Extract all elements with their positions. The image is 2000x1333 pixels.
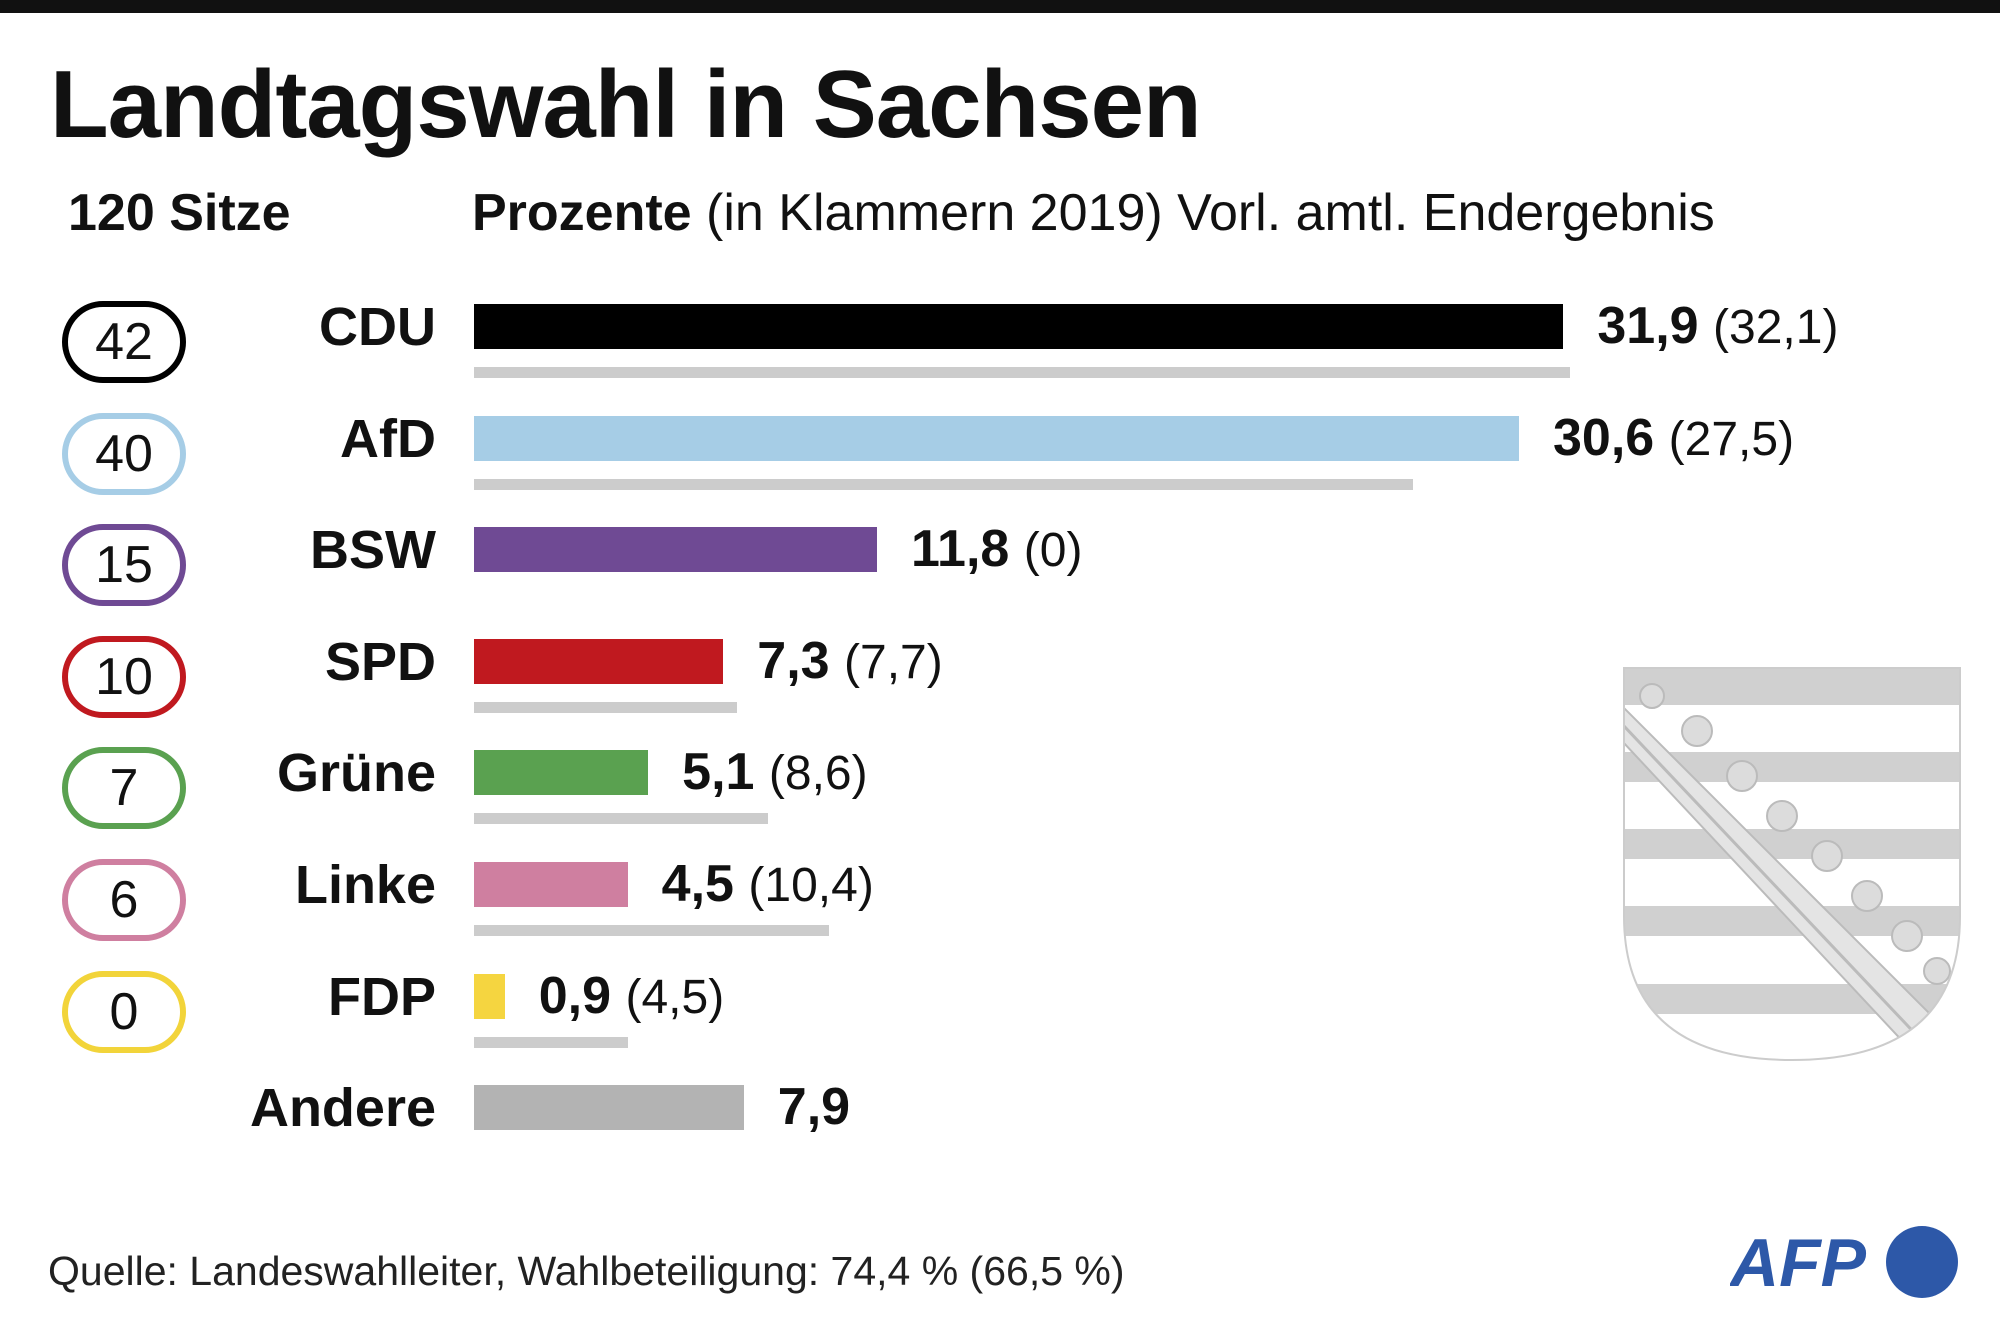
bar-2019: [474, 925, 830, 936]
value-label: 4,5 (10,4): [662, 854, 874, 914]
bar-2024: [474, 415, 1519, 461]
value-label: 7,3 (7,7): [757, 631, 942, 691]
value-2019: (10,4): [748, 859, 874, 912]
bar-row-afd: 40 AfD 30,6 (27,5): [0, 409, 2000, 528]
bar-2019: [474, 701, 737, 713]
bar-2024: [474, 304, 1564, 349]
value-2024: 7,9: [777, 1078, 851, 1137]
seat-count-badge: 15: [62, 524, 186, 607]
party-label: Linke: [294, 855, 436, 915]
party-label: FDP: [328, 966, 436, 1027]
saxony-coat-of-arms-icon: [1623, 667, 1961, 1062]
party-label: BSW: [310, 520, 436, 581]
value-label: 0,9 (4,5): [539, 966, 724, 1026]
value-2024: 30,6: [1552, 408, 1655, 467]
value-label: 30,6 (27,5): [1553, 408, 1794, 468]
bar-2024: [474, 1085, 744, 1131]
value-label: 11,8 (0): [911, 519, 1082, 579]
value-2019: (8,6): [768, 747, 868, 801]
value-2024: 7,3: [757, 631, 830, 690]
subtitle-bold: Prozente: [472, 184, 692, 242]
afp-logo-dot: [1886, 1226, 1958, 1298]
bar-2019: [474, 367, 1571, 378]
seat-count-badge: 6: [62, 859, 186, 941]
bar-2019: [474, 813, 768, 825]
bar-2024: [474, 750, 649, 796]
value-2024: 5,1: [682, 743, 755, 802]
seat-count-badge: 40: [62, 412, 186, 495]
chart-title: Landtagswahl in Sachsen: [50, 51, 1202, 158]
bar-row-andere: Andere 7,9: [0, 1078, 2000, 1197]
party-label: CDU: [319, 297, 436, 357]
value-2019: (7,7): [844, 635, 943, 689]
top-rule: [0, 0, 2000, 13]
bar-row-fdp: 0 FDP 0,9 (4,5): [0, 967, 2000, 1086]
seat-count-badge: 42: [62, 301, 186, 383]
value-2024: 31,9: [1597, 297, 1699, 355]
value-label: 31,9 (32,1): [1597, 296, 1838, 356]
bar-2019: [474, 1036, 628, 1048]
bar-row-bsw: 15 BSW 11,8 (0): [0, 520, 2000, 639]
party-label: AfD: [340, 408, 436, 469]
value-2024: 4,5: [661, 855, 734, 913]
seat-count-badge: 0: [62, 970, 186, 1053]
bar-row-grüne: 7 Grüne 5,1 (8,6): [0, 743, 2000, 862]
value-label: 5,1 (8,6): [682, 742, 867, 802]
bar-2019: [474, 478, 1414, 490]
value-2019: (27,5): [1668, 412, 1795, 466]
value-2024: 0,9: [538, 966, 612, 1025]
subtitle: Prozente (in Klammern 2019) Vorl. amtl. …: [472, 183, 1715, 243]
afp-logo: AFP: [1730, 1225, 1958, 1300]
afp-logo-text: AFP: [1730, 1225, 1867, 1300]
value-2019: (0): [1023, 524, 1083, 578]
bar-2024: [474, 973, 505, 1019]
seat-count-badge: 7: [62, 747, 186, 830]
value-2019: (4,5): [625, 970, 725, 1024]
value-2019: (32,1): [1713, 301, 1839, 354]
subtitle-rest: (in Klammern 2019) Vorl. amtl. Endergebn…: [691, 184, 1715, 242]
party-label: Andere: [249, 1078, 436, 1139]
bar-row-spd: 10 SPD 7,3 (7,7): [0, 632, 2000, 751]
bar-2024: [474, 862, 628, 907]
bar-row-linke: 6 Linke 4,5 (10,4): [0, 855, 2000, 974]
party-label: SPD: [324, 631, 436, 692]
source-footer: Quelle: Landeswahlleiter, Wahlbeteiligun…: [48, 1248, 1125, 1294]
party-label: Grüne: [276, 743, 436, 804]
bar-2024: [474, 638, 724, 684]
value-2024: 11,8: [910, 520, 1010, 579]
seat-count-badge: 10: [62, 635, 186, 718]
bar-2024: [474, 527, 877, 573]
seats-header: 120 Sitze: [68, 184, 291, 242]
value-label: 7,9: [778, 1077, 850, 1137]
bar-row-cdu: 42 CDU 31,9 (32,1): [0, 297, 2000, 416]
